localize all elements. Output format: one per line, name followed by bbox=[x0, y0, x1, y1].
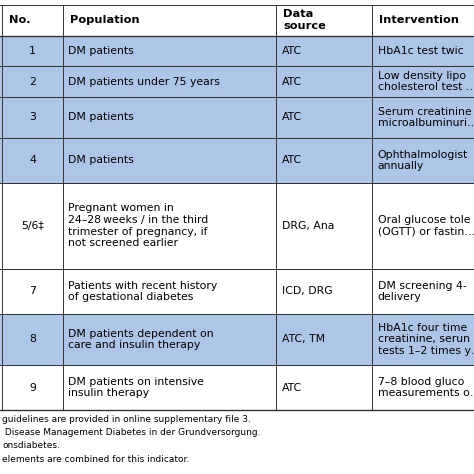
Text: DRG, Ana: DRG, Ana bbox=[282, 221, 334, 231]
Bar bbox=[372, 36, 474, 66]
Text: 1: 1 bbox=[29, 46, 36, 56]
Bar bbox=[372, 269, 474, 314]
Text: guidelines are provided in online supplementary file 3.: guidelines are provided in online supple… bbox=[2, 415, 251, 424]
Text: DM patients on intensive
insulin therapy: DM patients on intensive insulin therapy bbox=[68, 377, 204, 398]
Bar bbox=[63, 183, 276, 269]
Text: HbA1c test twic: HbA1c test twic bbox=[378, 46, 464, 56]
Text: No.: No. bbox=[9, 15, 31, 25]
Bar bbox=[2, 314, 63, 365]
Bar bbox=[276, 138, 372, 183]
Bar bbox=[0, 36, 2, 183]
Text: DM patients: DM patients bbox=[68, 112, 134, 122]
Bar bbox=[276, 269, 372, 314]
Bar bbox=[63, 97, 276, 138]
Bar bbox=[372, 365, 474, 410]
Bar bbox=[276, 66, 372, 97]
Bar bbox=[63, 36, 276, 66]
Text: Data
source: Data source bbox=[283, 9, 326, 31]
Text: 3: 3 bbox=[29, 112, 36, 122]
Text: ATC: ATC bbox=[282, 77, 302, 87]
Bar bbox=[276, 365, 372, 410]
Bar bbox=[63, 314, 276, 365]
Bar bbox=[2, 183, 63, 269]
Text: Pregnant women in
24–28 weeks / in the third
trimester of pregnancy, if
not scre: Pregnant women in 24–28 weeks / in the t… bbox=[68, 203, 209, 248]
Bar bbox=[2, 365, 63, 410]
Text: Oral glucose tole
(OGTT) or fastin…: Oral glucose tole (OGTT) or fastin… bbox=[378, 215, 474, 237]
Bar bbox=[0, 5, 474, 36]
Bar bbox=[2, 138, 63, 183]
Text: Ophthalmologist
annually: Ophthalmologist annually bbox=[378, 150, 468, 171]
Text: 7–8 blood gluco
measurements o…: 7–8 blood gluco measurements o… bbox=[378, 377, 474, 398]
Bar bbox=[2, 269, 63, 314]
Text: ATC: ATC bbox=[282, 46, 302, 56]
Text: 9: 9 bbox=[29, 383, 36, 392]
Bar bbox=[372, 97, 474, 138]
Bar bbox=[63, 269, 276, 314]
Text: DM patients dependent on
care and insulin therapy: DM patients dependent on care and insuli… bbox=[68, 328, 214, 350]
Text: Intervention: Intervention bbox=[379, 15, 459, 25]
Text: Population: Population bbox=[70, 15, 139, 25]
Text: 5/6‡: 5/6‡ bbox=[21, 221, 44, 231]
Bar bbox=[2, 66, 63, 97]
Bar bbox=[372, 183, 474, 269]
Text: 7: 7 bbox=[29, 286, 36, 296]
Text: ATC: ATC bbox=[282, 155, 302, 165]
Text: DM screening 4-
delivery: DM screening 4- delivery bbox=[378, 281, 466, 302]
Text: onsdiabetes.: onsdiabetes. bbox=[2, 441, 60, 450]
Bar bbox=[63, 66, 276, 97]
Bar bbox=[0, 365, 2, 410]
Text: DM patients: DM patients bbox=[68, 155, 134, 165]
Text: DM patients: DM patients bbox=[68, 46, 134, 56]
Text: Low density lipo
cholesterol test …: Low density lipo cholesterol test … bbox=[378, 71, 474, 92]
Text: ICD, DRG: ICD, DRG bbox=[282, 286, 332, 296]
Bar bbox=[372, 314, 474, 365]
Text: ATC: ATC bbox=[282, 383, 302, 392]
Text: Serum creatinine
microalbuminuri…: Serum creatinine microalbuminuri… bbox=[378, 107, 474, 128]
Bar bbox=[372, 138, 474, 183]
Bar bbox=[0, 183, 2, 314]
Bar bbox=[2, 36, 63, 66]
Bar bbox=[2, 97, 63, 138]
Text: ATC: ATC bbox=[282, 112, 302, 122]
Bar bbox=[63, 365, 276, 410]
Bar bbox=[276, 183, 372, 269]
Bar bbox=[276, 97, 372, 138]
Text: elements are combined for this indicator.: elements are combined for this indicator… bbox=[2, 455, 190, 464]
Bar bbox=[63, 138, 276, 183]
Text: Disease Management Diabetes in der Grundversorgung.: Disease Management Diabetes in der Grund… bbox=[2, 428, 261, 437]
Text: ATC, TM: ATC, TM bbox=[282, 335, 325, 345]
Bar bbox=[372, 66, 474, 97]
Bar bbox=[276, 314, 372, 365]
Text: 4: 4 bbox=[29, 155, 36, 165]
Bar bbox=[276, 36, 372, 66]
Text: 2: 2 bbox=[29, 77, 36, 87]
Text: HbA1c four time
creatinine, serun
tests 1–2 times y…: HbA1c four time creatinine, serun tests … bbox=[378, 323, 474, 356]
Text: DM patients under 75 years: DM patients under 75 years bbox=[68, 77, 220, 87]
Text: 8: 8 bbox=[29, 335, 36, 345]
Bar bbox=[0, 314, 2, 365]
Text: Patients with recent history
of gestational diabetes: Patients with recent history of gestatio… bbox=[68, 281, 218, 302]
